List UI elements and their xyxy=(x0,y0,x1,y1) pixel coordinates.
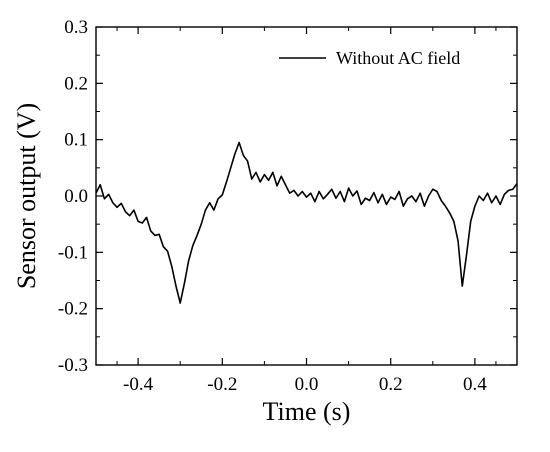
y-tick-label: -0.2 xyxy=(58,299,88,320)
axes: -0.3 -0.2 -0.1 0.0 0.1 0.2 0.3 -0.4 -0.2 0.0 0.2 0.… xyxy=(12,17,518,426)
x-tick-label: -0.4 xyxy=(123,374,154,395)
x-axis-title: Time (s) xyxy=(263,397,351,426)
x-tick-label: 0.2 xyxy=(379,374,403,395)
y-tick-label: 0.3 xyxy=(64,17,88,38)
y-tick-label: 0.2 xyxy=(64,73,88,94)
y-tick-label: -0.3 xyxy=(58,355,88,376)
y-tick-label: 0.0 xyxy=(64,186,88,207)
x-tick-label: 0.0 xyxy=(295,374,319,395)
y-tick-label: -0.1 xyxy=(58,242,88,263)
y-tick-label: 0.1 xyxy=(64,130,88,151)
plot-area xyxy=(96,141,517,304)
legend-label: Without AC field xyxy=(336,48,460,68)
y-axis-title: Sensor output (V) xyxy=(12,103,41,289)
x-tick-label: -0.2 xyxy=(207,374,237,395)
legend: Without AC field xyxy=(279,48,460,68)
x-tick-label: 0.4 xyxy=(463,374,487,395)
series-line-1 xyxy=(96,141,517,304)
